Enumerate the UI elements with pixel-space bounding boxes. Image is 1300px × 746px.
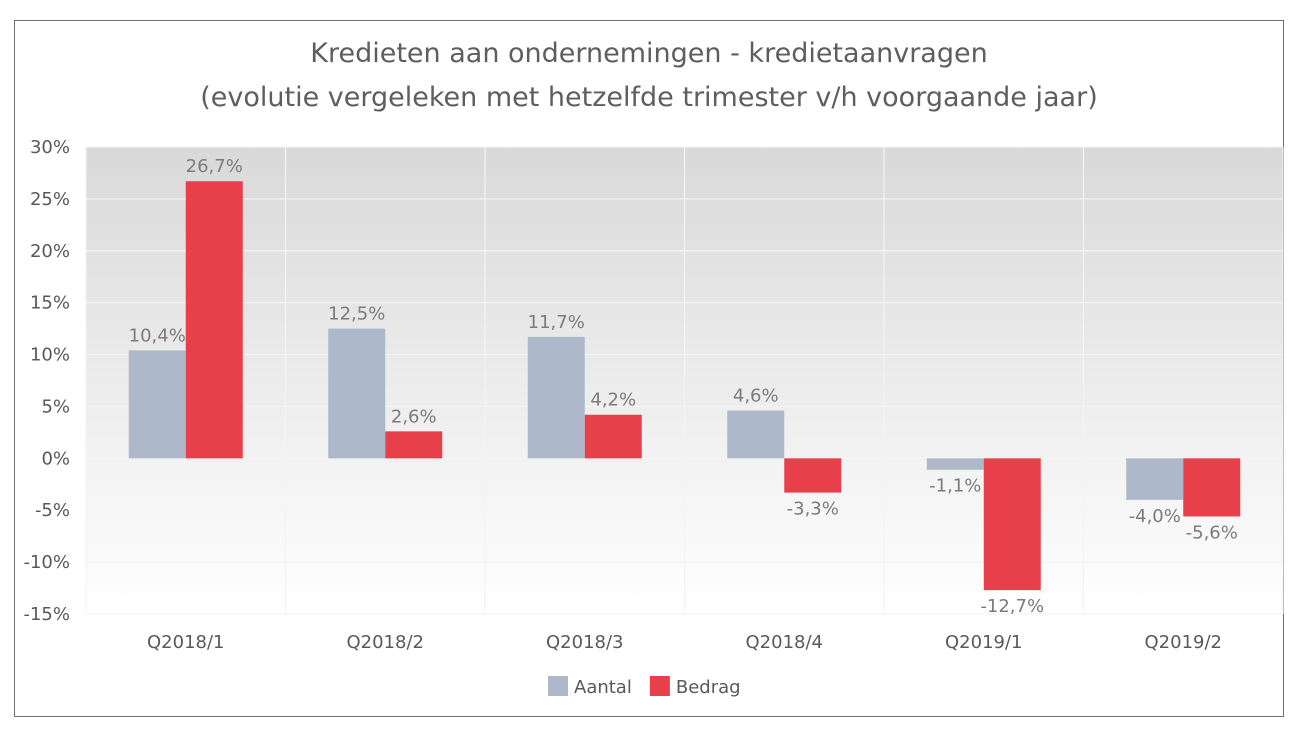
bar-aantal — [1126, 458, 1184, 500]
chart-title: Kredieten aan ondernemingen - kredietaan… — [310, 38, 988, 69]
legend-swatch-aantal — [548, 676, 568, 696]
data-label: 11,7% — [528, 312, 585, 333]
x-tick-label: Q2018/1 — [147, 632, 225, 653]
bar-aantal — [727, 410, 785, 459]
bar-aantal — [527, 336, 585, 459]
y-tick-label: 10% — [30, 345, 70, 366]
legend-swatch-bedrag — [649, 676, 670, 696]
data-label: -3,3% — [787, 499, 839, 520]
x-tick-label: Q2018/2 — [347, 632, 425, 653]
data-label: -5,6% — [1186, 522, 1238, 543]
x-tick-label: Q2019/2 — [1145, 632, 1223, 653]
bar-bedrag — [385, 431, 443, 459]
y-tick-label: 15% — [30, 293, 70, 314]
legend-label-bedrag: Bedrag — [676, 677, 741, 698]
y-tick-label: 30% — [30, 137, 70, 158]
bar-aantal — [926, 458, 984, 470]
bar-aantal — [128, 350, 186, 459]
bar-bedrag — [784, 458, 842, 493]
legend: Aantal Bedrag — [548, 676, 741, 698]
data-label: 12,5% — [328, 304, 385, 325]
x-tick-label: Q2019/1 — [945, 632, 1023, 653]
bar-bedrag — [584, 414, 642, 459]
bar-bedrag — [1183, 458, 1241, 517]
data-label: -12,7% — [980, 596, 1044, 617]
y-tick-label: -5% — [35, 500, 70, 521]
x-tick-label: Q2018/3 — [546, 632, 624, 653]
bar-layer — [128, 181, 1241, 591]
y-tick-label: -15% — [23, 604, 70, 625]
x-tick-label: Q2018/4 — [746, 632, 824, 653]
grid-layer — [85, 146, 1284, 615]
data-label: 4,2% — [590, 390, 636, 411]
y-tick-label: -10% — [23, 552, 70, 573]
bar-bedrag — [983, 458, 1041, 591]
data-label: 10,4% — [129, 325, 186, 346]
data-label: 4,6% — [733, 386, 779, 407]
y-tick-label: 0% — [41, 448, 70, 469]
legend-label-aantal: Aantal — [574, 677, 632, 698]
label-layer: 10,4% 26,7% 12,5% 2,6% 11,7% 4,2% 4,6% -3,3% -1,… — [129, 156, 1238, 617]
y-tick-label: 20% — [30, 241, 70, 262]
axis-layer: 30% 25% 20% 15% 10% 5% 0% -5% -10% -15% Q2018/1 Q20… — [23, 137, 1222, 653]
data-label: 2,6% — [391, 406, 437, 427]
bar-bedrag — [185, 181, 243, 459]
chart-subtitle: (evolutie vergeleken met hetzelfde trime… — [200, 82, 1098, 113]
bar-aantal — [328, 328, 386, 459]
y-tick-label: 5% — [41, 396, 70, 417]
data-label: -1,1% — [929, 476, 981, 497]
data-label: -4,0% — [1129, 506, 1181, 527]
y-tick-label: 25% — [30, 189, 70, 210]
data-label: 26,7% — [186, 156, 243, 177]
